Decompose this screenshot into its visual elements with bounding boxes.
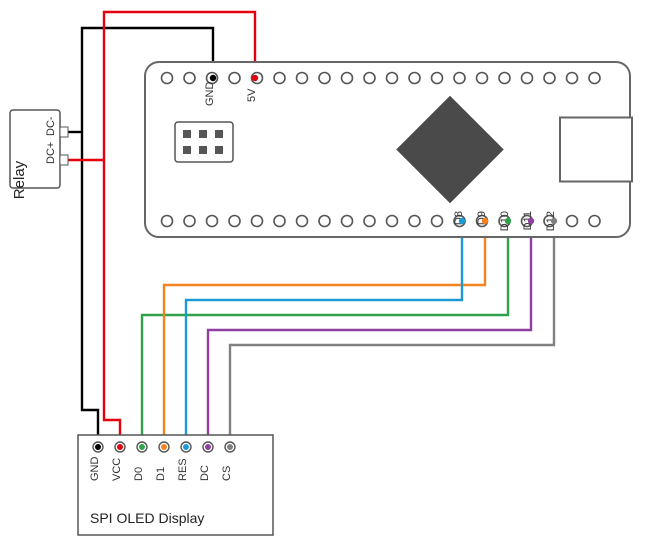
oled-title: SPI OLED Display (90, 510, 204, 526)
mcu-gnd-label: GND (204, 82, 216, 107)
oled-dc-label: DC (199, 465, 211, 481)
oled-cs-label: CS (221, 466, 233, 481)
relay-dc-minus-label: DC- (45, 116, 57, 136)
oled-res-label: RES (177, 458, 189, 481)
relay-dc-plus-label: DC+ (45, 142, 57, 164)
mcu-board (145, 62, 632, 237)
oled-d0-label: D0 (133, 467, 145, 481)
oled-vcc-label: VCC (111, 458, 123, 481)
oled-d1-label: D1 (155, 467, 167, 481)
relay-title: Relay (11, 160, 28, 199)
oled-gnd-label: GND (89, 457, 101, 482)
mcu-5v-label: 5V (246, 88, 258, 102)
